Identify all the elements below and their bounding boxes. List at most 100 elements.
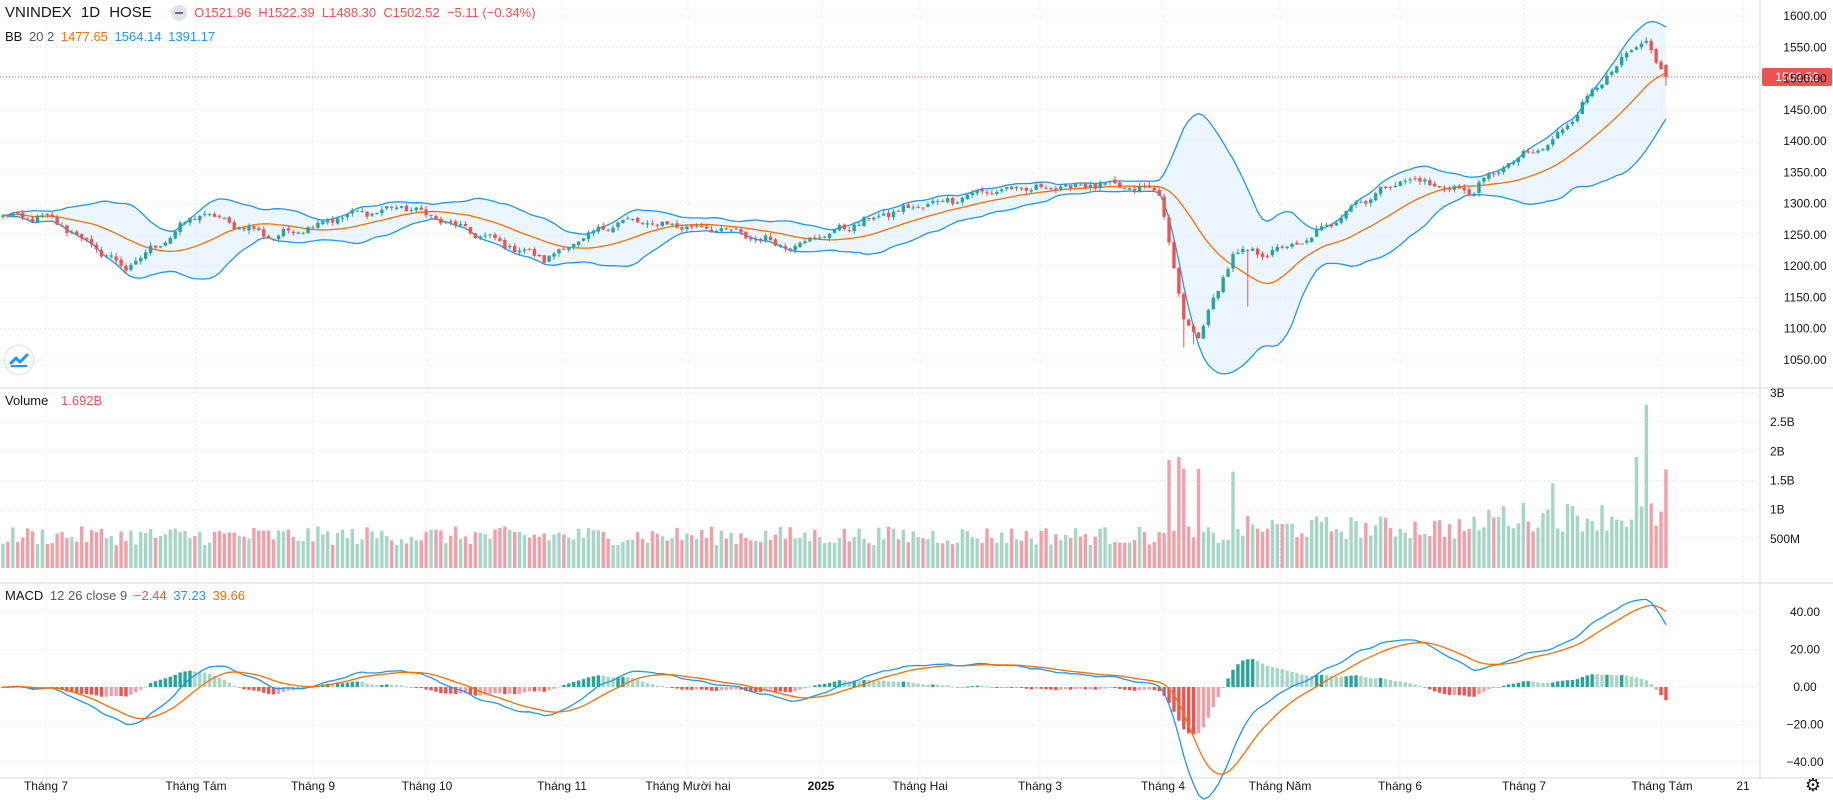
macd-histogram-bar [1019,687,1024,688]
volume-bar [1472,516,1476,568]
volume-bar [581,538,586,568]
candle-body [183,221,187,224]
macd-histogram-bar [734,687,738,690]
volume-bar [242,536,246,568]
volume-bar [478,532,482,568]
macd-histogram-bar [881,680,886,687]
candle-body [877,215,881,217]
macd-histogram-bar [1246,659,1250,687]
volume-bar [508,529,512,568]
macd-histogram-bar [252,687,256,691]
macd-histogram-bar [1113,687,1117,688]
candle-body [11,213,15,216]
macd-histogram-bar [355,681,359,687]
candle-body [926,204,930,207]
volume-bar [1211,532,1216,568]
candle-body [198,215,202,221]
candle-body [84,237,89,240]
macd-histogram-bar [1590,674,1594,687]
macd-histogram-bar [1570,679,1575,687]
volume-bar [695,539,699,568]
macd-histogram-bar [340,683,345,687]
macd-name: MACD [5,588,44,603]
macd-histogram-bar [818,684,822,687]
volume-bar [330,544,335,568]
bb-legend[interactable]: BB 20 2 1477.65 1564.14 1391.17 [5,29,218,44]
volume-bar [527,537,532,568]
volume-bar [1083,534,1088,568]
macd-histogram-bar [1073,687,1078,690]
candle-body [1270,249,1275,256]
candle-body [586,232,591,239]
candle-body [306,227,310,234]
macd-histogram-bar [1462,687,1466,696]
candle-body [1039,183,1043,187]
volume-bar [434,529,438,568]
volume-bar [1329,531,1334,568]
volume-bar [1172,530,1176,568]
candle-body [463,223,468,227]
macd-histogram-bar [271,687,276,695]
macd-histogram-bar [970,686,974,688]
macd-histogram-bar [227,682,232,687]
price-tick-label: 1250.00 [1783,228,1827,242]
volume-bar [660,536,664,568]
macd-histogram-bar [1221,687,1225,688]
candle-body [1447,188,1452,190]
macd-line [2,598,1667,800]
candle-body [675,223,679,228]
candle-body [704,226,709,229]
macd-tick-label: 0.00 [1793,680,1817,694]
candle-body [1034,184,1038,190]
candle-body [326,220,330,223]
volume-bar [783,538,787,568]
candle-body [1556,132,1560,139]
candle-body [665,221,669,225]
candle-body [1492,173,1496,175]
macd-histogram-bar [724,687,728,690]
candle-body [1078,184,1083,186]
candle-body [1334,223,1339,226]
bb-basis-line [2,72,1667,285]
volume-bar [626,539,630,568]
candle-body [1624,52,1629,58]
collapse-icon[interactable] [170,5,187,22]
volume-bar [862,539,866,568]
volume-bar [1250,524,1255,568]
volume-bar [1619,520,1624,568]
macd-histogram-bar [1260,663,1265,687]
volume-bar [498,528,502,568]
macd-histogram-bar [1250,659,1255,687]
macd-histogram-bar [645,682,650,687]
volume-tick-label: 2.5B [1770,415,1795,429]
volume-bar [119,531,123,568]
candle-body [1324,224,1329,226]
volume-bar [1649,503,1653,568]
volume-legend[interactable]: Volume 1.692B [5,393,105,408]
candle-body [389,206,394,208]
volume-bar [345,538,350,568]
volume-bar [1565,503,1570,568]
macd-histogram-bar [1044,687,1048,690]
macd-histogram-bar [453,687,458,694]
symbol-name[interactable]: VNINDEX [5,4,72,21]
candle-body [975,190,979,194]
macd-histogram-bar [901,681,906,687]
macd-histogram-bar [1477,687,1481,695]
volume-bar [778,527,783,568]
macd-histogram-bar [1068,687,1073,690]
volume-bar [394,544,399,568]
macd-histogram-bar [1039,687,1043,689]
macd-histogram-bar [1403,682,1407,687]
volume-bar [611,545,615,568]
candle-body [1182,293,1186,320]
macd-legend[interactable]: MACD 12 26 close 9 −2.44 37.23 39.66 [5,588,248,603]
volume-bar [1477,530,1481,568]
macd-histogram-bar [906,682,910,687]
candle-body [626,218,630,220]
tradingview-logo-icon[interactable] [5,346,33,374]
interval[interactable]: 1D [80,4,101,21]
candle-body [1068,185,1073,188]
settings-gear-icon[interactable]: ⚙ [1804,775,1821,795]
